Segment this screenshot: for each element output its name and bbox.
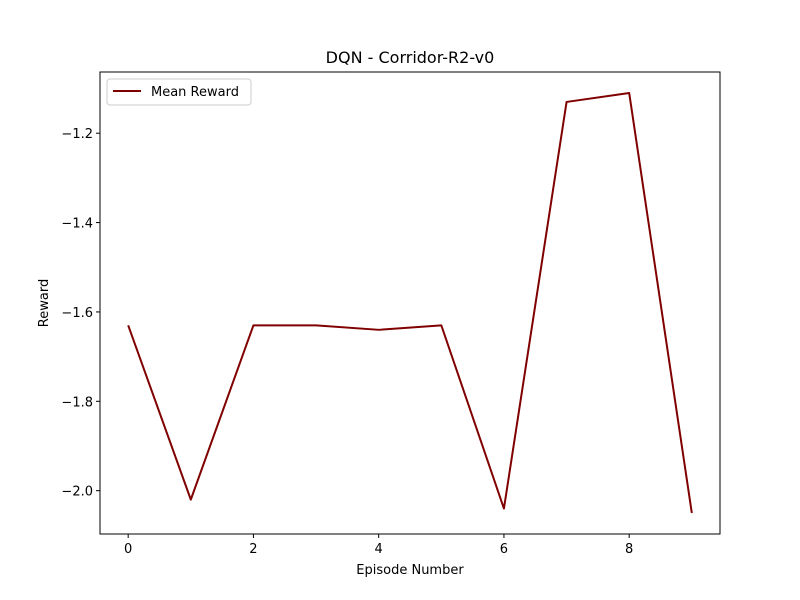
y-axis-ticks: −2.0 −1.8 −1.6 −1.4 −1.2 <box>61 127 100 500</box>
y-axis-label: Reward <box>37 279 52 327</box>
series-line-0 <box>127 92 693 514</box>
x-tick-label: 6 <box>500 542 508 557</box>
x-tick-label: 8 <box>625 542 633 557</box>
x-axis-ticks: 0 2 4 6 8 <box>124 534 633 557</box>
axes-frame <box>99 71 721 535</box>
plot-area: 0 2 4 6 8 −2.0 −1.8 −1.6 −1.4 −1.2 <box>61 71 721 557</box>
x-tick-label: 2 <box>249 542 257 557</box>
y-tick-label: −1.4 <box>61 217 93 232</box>
y-tick-label: −2.0 <box>61 485 93 500</box>
chart-title: DQN - Corridor-R2-v0 <box>326 48 495 67</box>
y-tick-label: −1.8 <box>61 395 93 410</box>
x-axis-label: Episode Number <box>356 563 464 578</box>
legend: Mean Reward <box>106 78 252 106</box>
legend-box <box>106 78 252 106</box>
y-tick-label: −1.6 <box>61 306 93 321</box>
series-layer <box>127 92 693 514</box>
x-tick-label: 4 <box>375 542 383 557</box>
y-tick-label: −1.2 <box>61 127 93 142</box>
legend-label: Mean Reward <box>151 85 239 100</box>
x-tick-label: 0 <box>124 542 132 557</box>
